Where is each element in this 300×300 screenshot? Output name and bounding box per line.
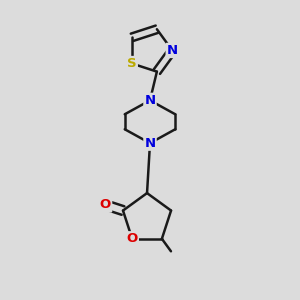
Text: N: N — [167, 44, 178, 57]
Text: O: O — [127, 232, 138, 245]
Text: O: O — [100, 198, 111, 212]
Text: N: N — [144, 94, 156, 107]
Text: N: N — [144, 137, 156, 150]
Text: S: S — [127, 57, 137, 70]
